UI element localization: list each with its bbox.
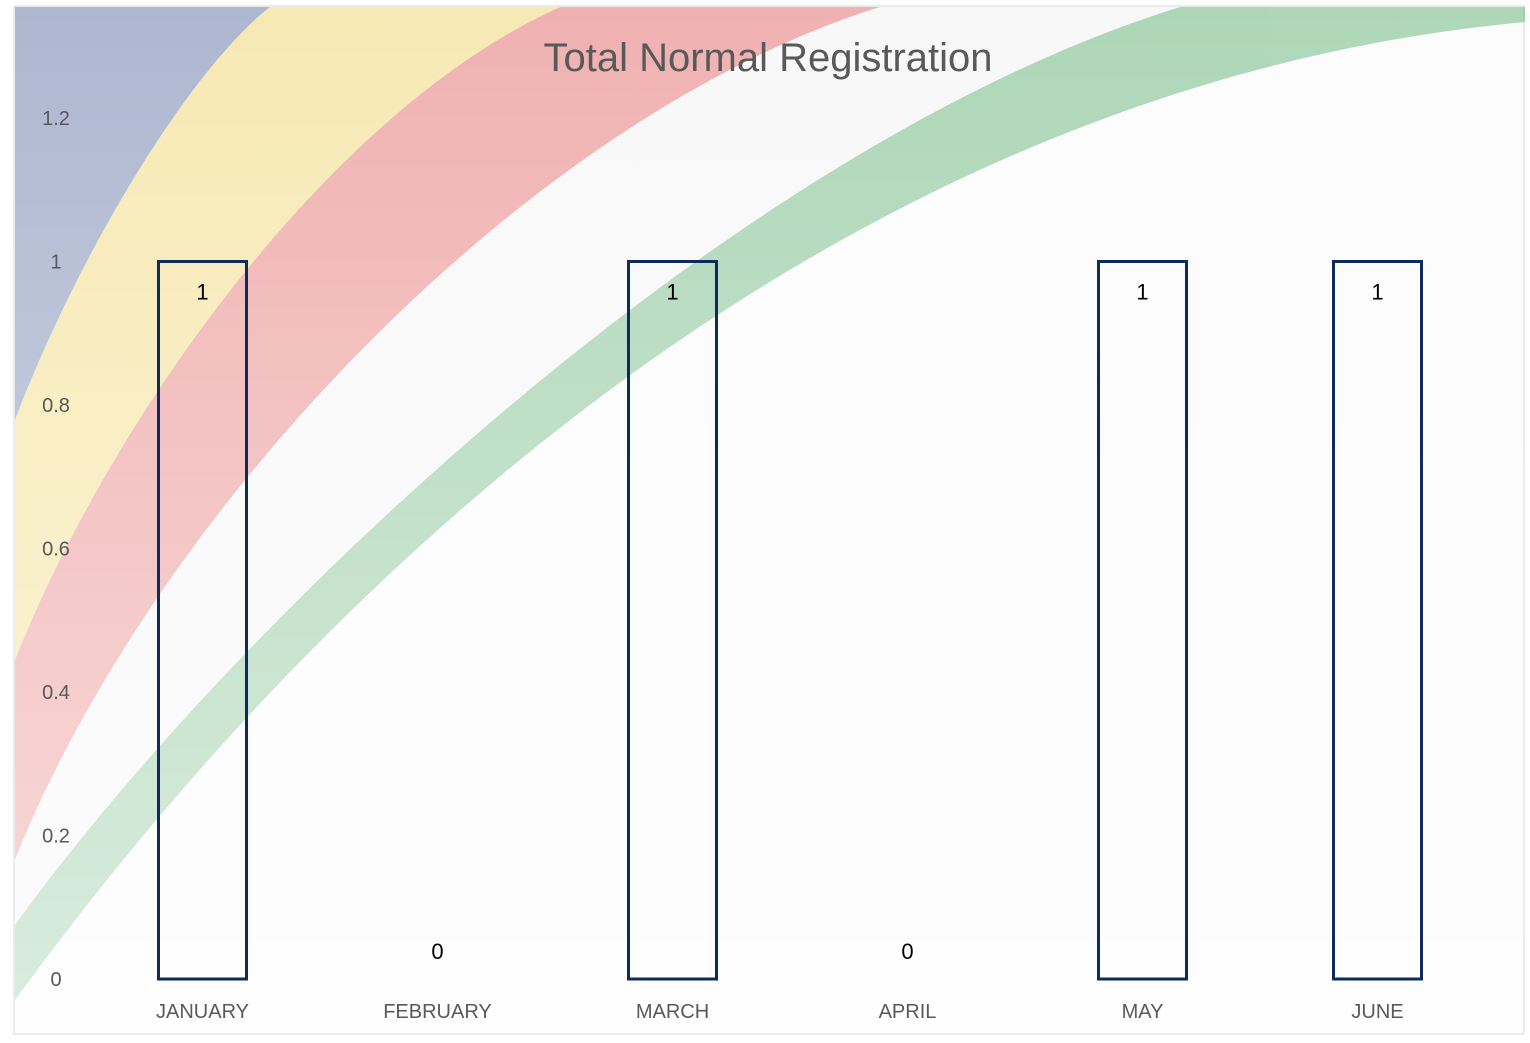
y-tick-label: 0.4 xyxy=(42,682,70,704)
x-tick-label-april: APRIL xyxy=(879,1001,937,1023)
x-tick-label-february: FEBRUARY xyxy=(383,1001,492,1023)
chart-title: Total Normal Registration xyxy=(543,36,992,80)
y-tick-label: 0.2 xyxy=(42,826,70,848)
x-tick-label-june: JUNE xyxy=(1351,1001,1403,1023)
x-axis: JANUARY FEBRUARY MARCH APRIL MAY JUNE xyxy=(156,1001,1404,1023)
y-tick-label: 0 xyxy=(50,969,61,991)
y-tick-label: 0.8 xyxy=(42,395,70,417)
bars xyxy=(157,260,1423,981)
bar-march xyxy=(627,260,718,981)
bar-january xyxy=(157,260,248,981)
y-tick-label: 0.6 xyxy=(42,539,70,561)
data-labels: 1 0 1 0 1 1 xyxy=(196,280,1383,965)
data-label-may: 1 xyxy=(1136,280,1148,305)
x-tick-label-january: JANUARY xyxy=(156,1001,249,1023)
y-tick-label: 1.2 xyxy=(42,108,70,130)
x-tick-label-may: MAY xyxy=(1122,1001,1164,1023)
data-label-february: 0 xyxy=(431,939,443,964)
data-label-january: 1 xyxy=(196,280,208,305)
y-axis: 0 0.2 0.4 0.6 0.8 1 1.2 xyxy=(42,108,70,991)
data-label-march: 1 xyxy=(666,280,678,305)
bar-may xyxy=(1097,260,1188,981)
data-label-april: 0 xyxy=(901,939,913,964)
background-fade xyxy=(15,7,1523,1033)
y-tick-label: 1 xyxy=(50,252,61,274)
x-tick-label-march: MARCH xyxy=(636,1001,709,1023)
data-label-june: 1 xyxy=(1371,280,1383,305)
bar-june xyxy=(1332,260,1423,981)
